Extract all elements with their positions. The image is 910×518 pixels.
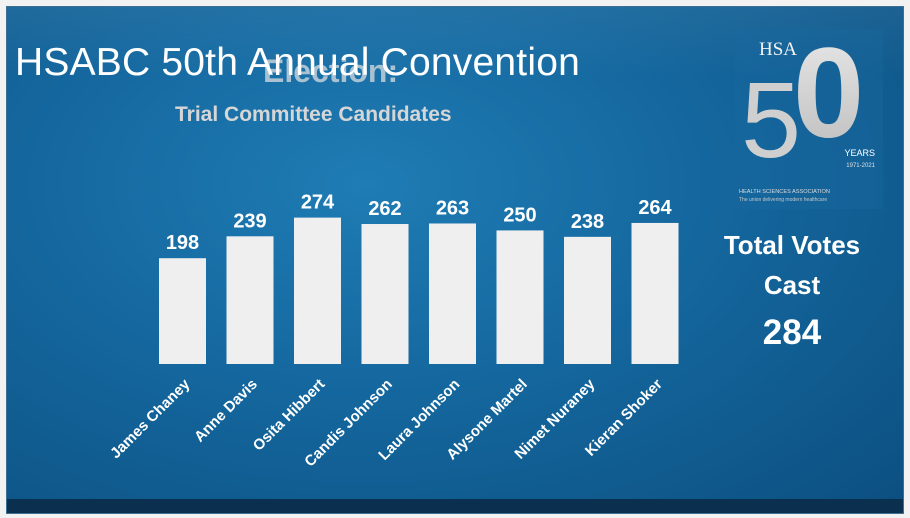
slide: Election: HSABC 50th Annual Convention T… [6, 6, 904, 514]
total-votes-panel: Total Votes Cast 284 [717, 225, 867, 353]
bar-value-label: 250 [503, 204, 536, 226]
bar-5 [496, 230, 544, 364]
bar-value-label: 198 [166, 232, 199, 254]
overlay-title: Election: [263, 53, 399, 89]
total-votes-value: 284 [762, 313, 822, 352]
logo-org-name: HEALTH SCIENCES ASSOCIATION [739, 189, 830, 195]
logo-years-range: 1971-2021 [846, 163, 875, 169]
bar-value-label: 264 [638, 197, 672, 219]
bar-1 [226, 236, 274, 364]
logo-years-label: YEARS [844, 148, 875, 158]
category-label: James Chaney [107, 375, 194, 462]
bar-6 [564, 236, 611, 364]
bar-3 [361, 224, 409, 364]
bar-7 [631, 222, 679, 364]
slide-title: HSABC 50th Annual Convention [15, 41, 580, 84]
logo-digit-zero: 0 [793, 29, 864, 165]
bar-4 [429, 223, 476, 364]
hsa-50-years-logo: HSA 5 0 YEARS 1971-2021 HEALTH SCIENCES … [735, 29, 883, 209]
total-votes-label-line1: Total Votes [723, 230, 861, 260]
bar-value-label: 239 [233, 210, 266, 232]
bar-value-label: 263 [436, 197, 469, 219]
chart-subtitle: Trial Committee Candidates [175, 103, 452, 126]
bar-value-label: 262 [368, 198, 401, 220]
bar-value-label: 238 [571, 211, 604, 233]
category-label: Anne Davis [191, 376, 261, 446]
logo-tagline: The union delivering modern healthcare [739, 197, 827, 203]
logo-digit-five: 5 [741, 59, 801, 180]
total-votes-label-line2: Cast [763, 270, 821, 300]
bar-0 [159, 258, 206, 364]
bar-2 [294, 217, 341, 364]
logo-abbrev: HSA [759, 39, 797, 60]
bar-value-label: 274 [301, 192, 335, 214]
